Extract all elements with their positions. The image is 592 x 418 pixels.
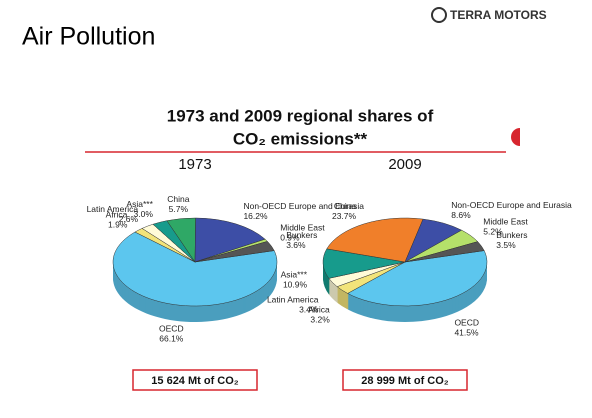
slice-label: Latin America [267, 294, 319, 304]
logo-icon [431, 7, 447, 23]
slice [326, 217, 424, 263]
slice-label: Non-OECD Europe and Eurasia [243, 201, 364, 211]
chart-heading: CO₂ emissions** [233, 129, 368, 148]
pie-title: 2009 [388, 156, 421, 173]
slice-value-label: 23.7% [332, 211, 357, 221]
slice [112, 231, 278, 307]
slide-title: Air Pollution [22, 23, 155, 51]
slice-label: Africa [106, 209, 128, 219]
slice-value-label: 3.5% [496, 240, 516, 250]
slice-label: Latin America [87, 204, 139, 214]
slice-label: OECD [454, 317, 479, 327]
slice-label: Middle East [483, 216, 528, 226]
slice [404, 241, 485, 263]
slice-label: Asia*** [281, 269, 308, 279]
slice-value-label: 8.6% [451, 210, 471, 220]
logo-text: TERRA MOTORS [450, 8, 547, 22]
total-label: 15 624 Mt of CO₂ [151, 375, 239, 387]
slice-label: OECD [159, 324, 184, 334]
slice-value-label: 3.4% [299, 304, 319, 314]
slice-label: China [334, 201, 356, 211]
slice-label: Middle East [280, 223, 325, 233]
slice-value-label: 5.7% [169, 204, 189, 214]
slice-value-label: 2.6% [119, 214, 139, 224]
total-box [132, 369, 258, 391]
slice-label: Africa [308, 304, 330, 314]
slice-value-label: 3.0% [134, 209, 154, 219]
slice-value-label: 3.2% [310, 314, 330, 324]
slice-label: Bunkers [496, 230, 527, 240]
slice-value-label: 41.5% [454, 327, 479, 337]
slice-value-label: 0.9% [280, 233, 300, 243]
slice-value-label: 5.2% [483, 226, 503, 236]
heading-marker [511, 128, 520, 146]
slice [194, 241, 275, 263]
total-box [342, 369, 468, 391]
chart-heading: 1973 and 2009 regional shares of [167, 106, 434, 125]
slice-value-label: 10.9% [283, 279, 308, 289]
total-label: 28 999 Mt of CO₂ [361, 375, 449, 387]
slice-label: Bunkers [286, 230, 317, 240]
slice-value-label: 66.1% [159, 334, 184, 344]
slice-value-label: 16.2% [243, 211, 268, 221]
slice [347, 250, 488, 307]
pie-title: 1973 [178, 156, 211, 173]
slice [194, 217, 266, 263]
slice-label: China [167, 194, 189, 204]
slice-label: Asia*** [126, 199, 153, 209]
slice-label: Non-OECD Europe and Eurasia [451, 200, 572, 210]
slice-value-label: 3.6% [286, 240, 306, 250]
slice-value-label: 1.9% [108, 219, 128, 229]
